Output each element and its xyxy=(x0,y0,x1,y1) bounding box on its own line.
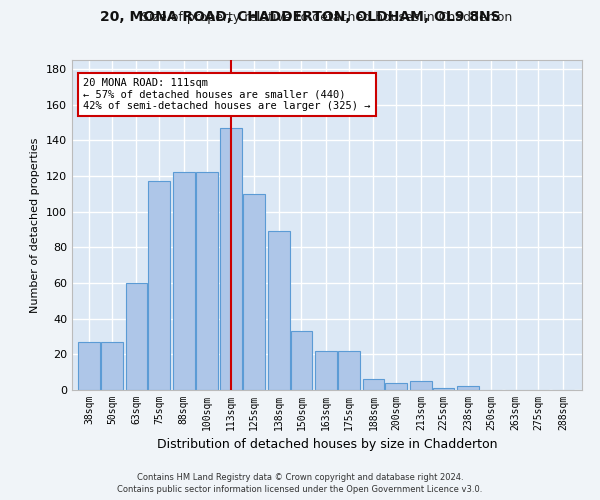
Bar xyxy=(385,383,407,390)
Bar xyxy=(268,231,290,390)
Text: Contains HM Land Registry data © Crown copyright and database right 2024.
Contai: Contains HM Land Registry data © Crown c… xyxy=(118,472,482,494)
Bar xyxy=(148,182,170,390)
Title: Size of property relative to detached houses in Chadderton: Size of property relative to detached ho… xyxy=(142,11,512,24)
Bar xyxy=(243,194,265,390)
Bar xyxy=(173,172,195,390)
Bar xyxy=(433,388,455,390)
Y-axis label: Number of detached properties: Number of detached properties xyxy=(31,138,40,312)
Text: 20 MONA ROAD: 111sqm
← 57% of detached houses are smaller (440)
42% of semi-deta: 20 MONA ROAD: 111sqm ← 57% of detached h… xyxy=(83,78,371,111)
Bar xyxy=(457,386,479,390)
Bar xyxy=(315,351,337,390)
X-axis label: Distribution of detached houses by size in Chadderton: Distribution of detached houses by size … xyxy=(157,438,497,452)
Bar xyxy=(125,283,148,390)
Bar xyxy=(78,342,100,390)
Bar xyxy=(101,342,123,390)
Bar xyxy=(338,351,360,390)
Bar xyxy=(362,380,385,390)
Bar xyxy=(410,381,432,390)
Bar xyxy=(290,331,313,390)
Text: 20, MONA ROAD, CHADDERTON, OLDHAM, OL9 8NS: 20, MONA ROAD, CHADDERTON, OLDHAM, OL9 8… xyxy=(100,10,500,24)
Bar xyxy=(196,172,218,390)
Bar xyxy=(220,128,242,390)
